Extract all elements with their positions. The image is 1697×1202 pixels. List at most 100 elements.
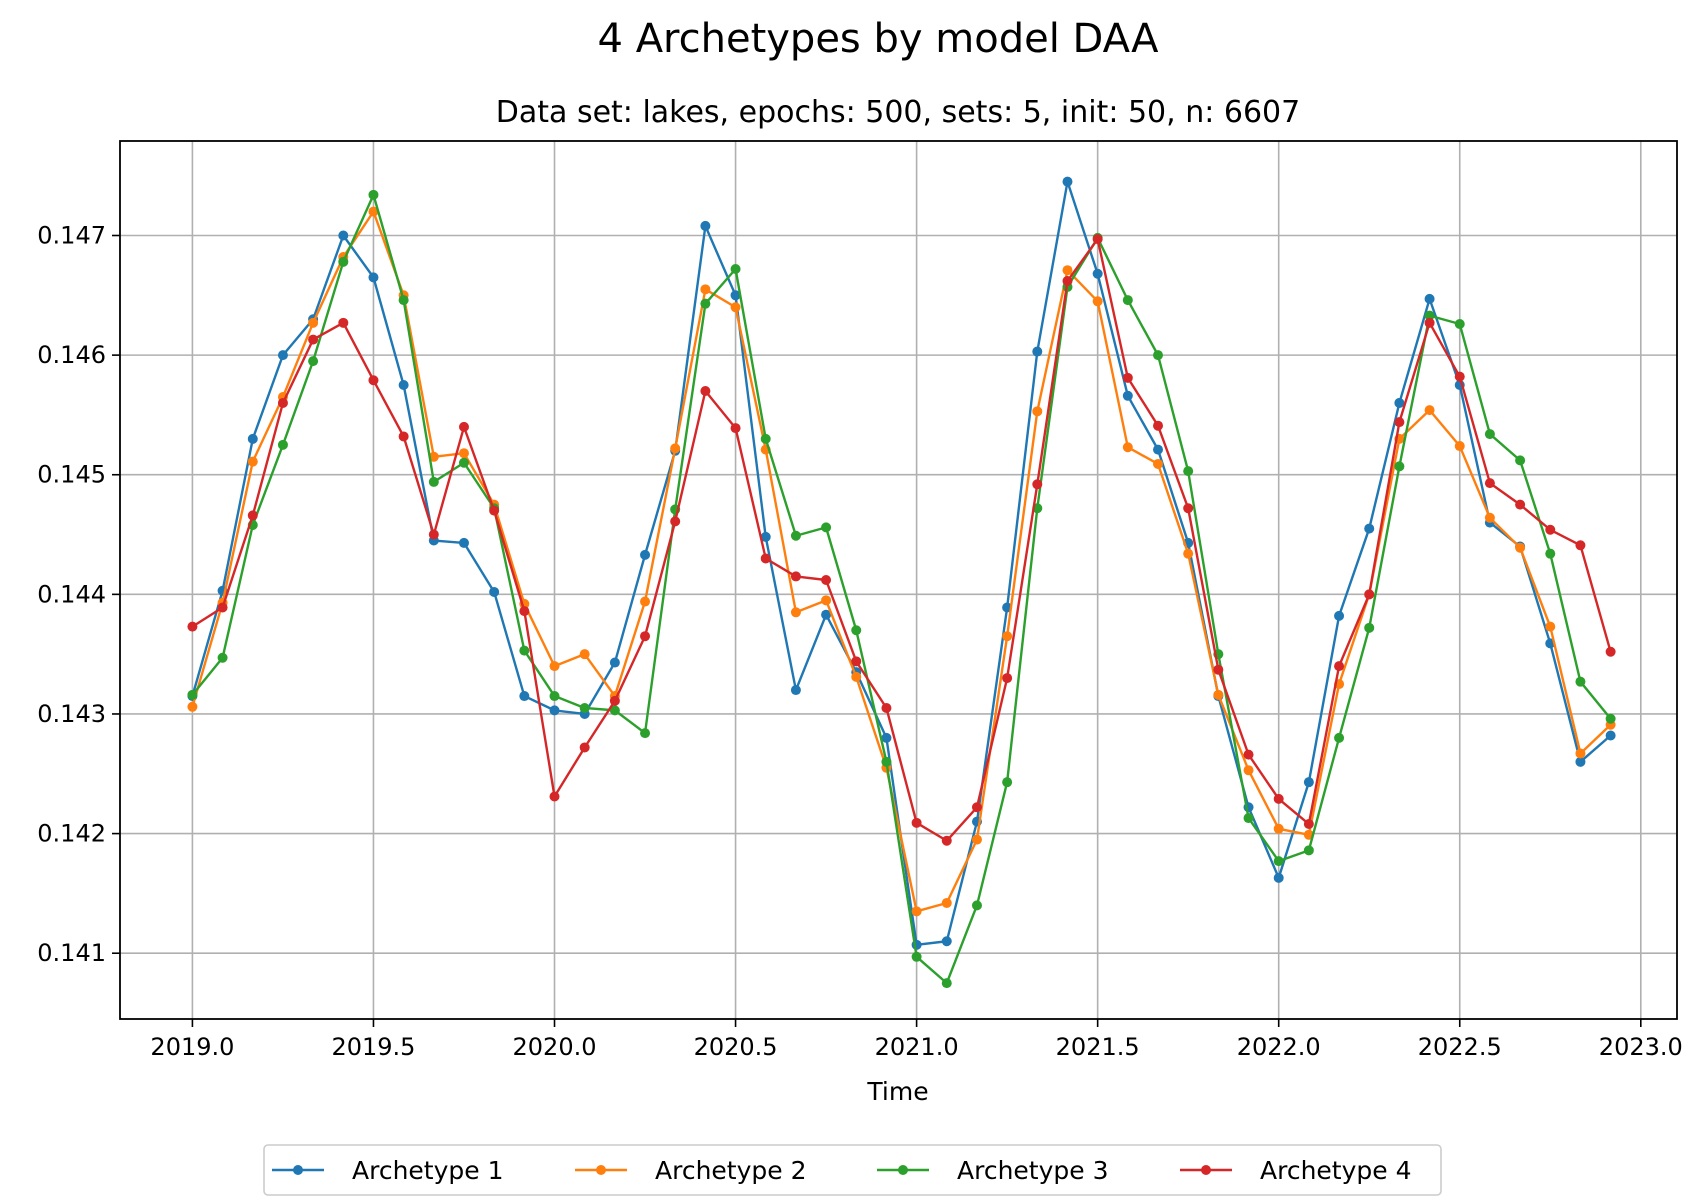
data-point bbox=[760, 553, 771, 564]
series-archetype-4 bbox=[187, 234, 1616, 846]
x-tick-label: 2021.0 bbox=[875, 1033, 959, 1061]
data-point bbox=[368, 272, 379, 283]
data-point bbox=[760, 531, 771, 542]
data-point bbox=[941, 897, 952, 908]
data-point bbox=[1122, 442, 1133, 453]
data-point bbox=[579, 649, 590, 660]
data-point bbox=[821, 595, 832, 606]
series-line bbox=[191, 237, 1612, 842]
data-point bbox=[730, 302, 741, 313]
data-point bbox=[821, 522, 832, 533]
legend-label: Archetype 4 bbox=[1260, 1156, 1412, 1185]
y-tick-label: 0.144 bbox=[37, 580, 106, 608]
data-point bbox=[368, 375, 379, 386]
data-point bbox=[1032, 406, 1043, 417]
data-point bbox=[730, 290, 741, 301]
y-tick-label: 0.146 bbox=[37, 341, 106, 369]
data-point bbox=[187, 701, 198, 712]
data-point bbox=[1183, 548, 1194, 559]
data-point bbox=[1092, 268, 1103, 279]
data-point bbox=[1273, 856, 1284, 867]
data-point bbox=[338, 230, 349, 241]
data-point bbox=[1364, 589, 1375, 600]
data-point bbox=[1062, 176, 1073, 187]
legend-marker bbox=[1201, 1165, 1211, 1175]
y-tick-label: 0.147 bbox=[37, 221, 106, 249]
data-point bbox=[1484, 429, 1495, 440]
data-point bbox=[1092, 234, 1103, 245]
data-point bbox=[1273, 823, 1284, 834]
data-point bbox=[881, 756, 892, 767]
chart-subtitle: Data set: lakes, epochs: 500, sets: 5, i… bbox=[496, 95, 1300, 130]
data-point bbox=[1243, 813, 1254, 824]
data-point bbox=[458, 421, 469, 432]
data-point bbox=[549, 661, 560, 672]
data-point bbox=[1484, 478, 1495, 489]
data-point bbox=[1153, 420, 1164, 431]
data-point bbox=[1334, 661, 1345, 672]
data-point bbox=[1303, 777, 1314, 788]
legend-item: Archetype 2 bbox=[575, 1156, 807, 1185]
data-point bbox=[489, 505, 500, 516]
x-tick-label: 2023.0 bbox=[1599, 1033, 1683, 1061]
data-point bbox=[1394, 397, 1405, 408]
data-point bbox=[911, 817, 922, 828]
data-point bbox=[730, 423, 741, 434]
data-point bbox=[609, 695, 620, 706]
data-point bbox=[971, 900, 982, 911]
data-point bbox=[1122, 295, 1133, 306]
data-point bbox=[579, 702, 590, 713]
data-point bbox=[730, 263, 741, 274]
data-point bbox=[1122, 372, 1133, 383]
data-point bbox=[1605, 646, 1616, 657]
data-point bbox=[1515, 542, 1526, 553]
data-point bbox=[851, 656, 862, 667]
data-point bbox=[700, 220, 711, 231]
legend-label: Archetype 1 bbox=[352, 1156, 504, 1185]
data-point bbox=[1153, 444, 1164, 455]
data-point bbox=[1303, 819, 1314, 830]
data-point bbox=[670, 516, 681, 527]
data-point bbox=[790, 607, 801, 618]
chart-title: 4 Archetypes by model DAA bbox=[598, 16, 1160, 62]
data-point bbox=[760, 433, 771, 444]
data-point bbox=[1394, 461, 1405, 472]
x-tick-label: 2019.5 bbox=[331, 1033, 415, 1061]
data-point bbox=[308, 317, 319, 328]
data-point bbox=[1424, 310, 1435, 321]
series-archetype-3 bbox=[187, 189, 1616, 989]
data-point bbox=[1454, 319, 1465, 330]
x-tick-label: 2022.0 bbox=[1237, 1033, 1321, 1061]
data-point bbox=[549, 705, 560, 716]
data-point bbox=[1273, 872, 1284, 883]
data-point bbox=[1062, 265, 1073, 276]
legend-marker bbox=[293, 1165, 303, 1175]
data-point bbox=[1334, 610, 1345, 621]
data-point bbox=[1484, 512, 1495, 523]
data-point bbox=[1303, 845, 1314, 856]
legend-item: Archetype 1 bbox=[272, 1156, 504, 1185]
legend-label: Archetype 2 bbox=[655, 1156, 807, 1185]
data-point bbox=[700, 284, 711, 295]
data-point bbox=[187, 689, 198, 700]
legend-item: Archetype 4 bbox=[1180, 1156, 1412, 1185]
x-tick-label: 2020.5 bbox=[694, 1033, 778, 1061]
series-line bbox=[191, 193, 1612, 985]
data-point bbox=[368, 189, 379, 200]
plot-frame bbox=[119, 140, 1678, 1020]
data-point bbox=[881, 732, 892, 743]
data-point bbox=[458, 457, 469, 468]
data-point bbox=[187, 621, 198, 632]
data-point bbox=[1273, 793, 1284, 804]
data-point bbox=[971, 802, 982, 813]
data-point bbox=[790, 685, 801, 696]
data-point bbox=[247, 456, 258, 467]
data-point bbox=[1424, 317, 1435, 328]
data-point bbox=[941, 936, 952, 947]
data-point bbox=[277, 397, 288, 408]
data-point bbox=[1183, 503, 1194, 514]
data-point bbox=[700, 298, 711, 309]
data-point bbox=[670, 443, 681, 454]
data-point bbox=[458, 448, 469, 459]
data-point bbox=[398, 380, 409, 391]
